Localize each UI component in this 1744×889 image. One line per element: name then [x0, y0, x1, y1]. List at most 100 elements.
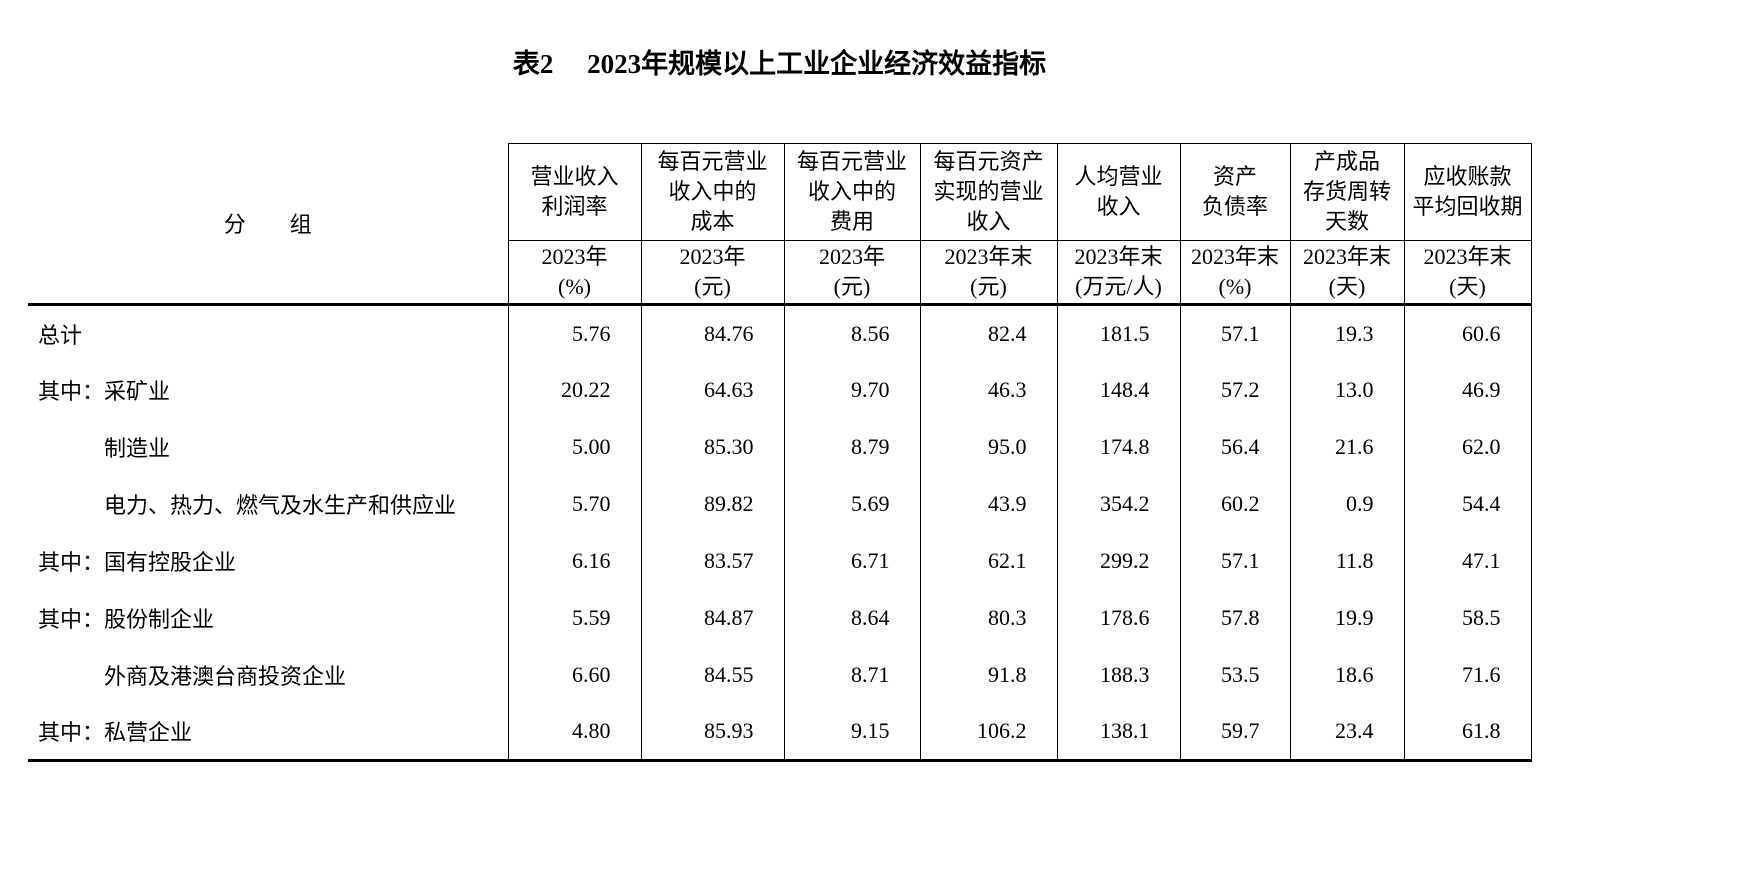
value-cell: 85.93 — [640, 703, 784, 762]
value-cell: 106.2 — [919, 703, 1057, 762]
value-cell: 8.71 — [783, 646, 920, 704]
value-cell: 43.9 — [919, 475, 1057, 533]
indicators-table: 分 组 营业收入 利润率 每百元营业 收入中的 成本 每百元营业 收入中的 费用… — [28, 143, 1532, 762]
value-cell: 62.1 — [919, 532, 1057, 590]
column-unit: (万元/人) — [1075, 274, 1162, 299]
column-header: 每百元营业 收入中的 费用 — [783, 143, 920, 241]
column-header: 应收账款 平均回收期 — [1403, 143, 1532, 241]
value-cell: 19.9 — [1289, 589, 1404, 647]
row-label: 电力、热力、燃气及水生产和供应业 — [104, 493, 457, 518]
value-cell: 5.76 — [507, 304, 641, 362]
row-label: 其中：采矿业 — [38, 379, 171, 404]
value-cell: 5.59 — [507, 589, 641, 647]
value-cell: 19.3 — [1289, 304, 1404, 362]
value-cell: 60.6 — [1403, 304, 1532, 362]
value-cell: 299.2 — [1056, 532, 1180, 590]
value-cell: 4.80 — [507, 703, 641, 762]
value-cell: 13.0 — [1289, 361, 1404, 419]
value-cell: 8.64 — [783, 589, 920, 647]
header-row-periods: 2023年 (%) 2023年 (元) 2023年 (元) 2023年末 (元) 202… — [28, 240, 1532, 306]
column-header: 每百元资产 实现的营业 收入 — [919, 143, 1057, 241]
value-cell: 57.2 — [1179, 361, 1290, 419]
value-cell: 6.71 — [783, 532, 920, 590]
table-row: 电力、热力、燃气及水生产和供应业 5.70 89.82 5.69 43.9 35… — [28, 475, 1532, 533]
value-cell: 56.4 — [1179, 418, 1290, 476]
value-cell: 46.9 — [1403, 361, 1532, 419]
value-cell: 58.5 — [1403, 589, 1532, 647]
column-header: 资产 负债率 — [1179, 143, 1290, 241]
value-cell: 83.57 — [640, 532, 784, 590]
value-cell: 54.4 — [1403, 475, 1532, 533]
row-label: 制造业 — [104, 436, 171, 461]
column-period-unit: 2023年 (元) — [783, 240, 920, 306]
value-cell: 46.3 — [919, 361, 1057, 419]
value-cell: 5.69 — [783, 475, 920, 533]
column-period-unit: 2023年末 (天) — [1289, 240, 1404, 306]
column-period-unit: 2023年 (元) — [640, 240, 784, 306]
column-period-unit: 2023年 (%) — [507, 240, 641, 306]
value-cell: 18.6 — [1289, 646, 1404, 704]
value-cell: 6.60 — [507, 646, 641, 704]
value-cell: 71.6 — [1403, 646, 1532, 704]
page-title: 表2 2023年规模以上工业企业经济效益指标 — [512, 49, 1047, 79]
value-cell: 11.8 — [1289, 532, 1404, 590]
row-label: 总计 — [38, 322, 83, 348]
column-period: 2023年末 — [1074, 244, 1163, 269]
column-period-unit: 2023年末 (天) — [1403, 240, 1532, 306]
value-cell: 181.5 — [1056, 304, 1180, 362]
column-period: 2023年 — [679, 244, 746, 269]
column-period: 2023年末 — [1423, 244, 1512, 269]
table-row: 总计 5.76 84.76 8.56 82.4 181.5 57.1 19.3 … — [28, 304, 1532, 362]
value-cell: 9.15 — [783, 703, 920, 762]
row-label: 外商及港澳台商投资企业 — [104, 664, 347, 689]
value-cell: 91.8 — [919, 646, 1057, 704]
value-cell: 85.30 — [640, 418, 784, 476]
value-cell: 5.00 — [507, 418, 641, 476]
column-period-unit: 2023年末 (元) — [919, 240, 1057, 306]
row-label: 其中：国有控股企业 — [38, 550, 237, 575]
column-unit: (天) — [1328, 274, 1366, 299]
column-unit: (元) — [694, 274, 731, 299]
value-cell: 8.56 — [783, 304, 920, 362]
column-period-unit: 2023年末 (%) — [1179, 240, 1290, 306]
value-cell: 57.8 — [1179, 589, 1290, 647]
value-cell: 5.70 — [507, 475, 641, 533]
header-row-names: 分 组 营业收入 利润率 每百元营业 收入中的 成本 每百元营业 收入中的 费用… — [28, 143, 1532, 306]
value-cell: 21.6 — [1289, 418, 1404, 476]
value-cell: 148.4 — [1056, 361, 1180, 419]
row-label: 其中：股份制企业 — [38, 607, 215, 632]
table-row: 其中：私营企业 4.80 85.93 9.15 106.2 138.1 59.7… — [28, 703, 1532, 762]
group-header-cell: 分 组 — [28, 143, 508, 306]
value-cell: 354.2 — [1056, 475, 1180, 533]
column-header: 产成品 存货周转 天数 — [1289, 143, 1404, 241]
table-row: 其中：股份制企业 5.59 84.87 8.64 80.3 178.6 57.8… — [28, 589, 1532, 647]
value-cell: 84.87 — [640, 589, 784, 647]
value-cell: 95.0 — [919, 418, 1057, 476]
value-cell: 57.1 — [1179, 304, 1290, 362]
value-cell: 62.0 — [1403, 418, 1532, 476]
column-header: 每百元营业 收入中的 成本 — [640, 143, 784, 241]
value-cell: 64.63 — [640, 361, 784, 419]
value-cell: 82.4 — [919, 304, 1057, 362]
column-period: 2023年末 — [1190, 244, 1279, 269]
value-cell: 57.1 — [1179, 532, 1290, 590]
column-unit: (元) — [833, 274, 871, 299]
value-cell: 174.8 — [1056, 418, 1180, 476]
column-header: 营业收入 利润率 — [507, 143, 641, 241]
column-unit: (%) — [558, 274, 591, 299]
value-cell: 9.70 — [783, 361, 920, 419]
value-cell: 80.3 — [919, 589, 1057, 647]
value-cell: 0.9 — [1289, 475, 1404, 533]
value-cell: 60.2 — [1179, 475, 1290, 533]
value-cell: 59.7 — [1179, 703, 1290, 762]
column-unit: (%) — [1218, 274, 1252, 299]
value-cell: 188.3 — [1056, 646, 1180, 704]
column-period: 2023年 — [541, 244, 608, 269]
column-unit: (天) — [1449, 274, 1486, 299]
column-unit: (元) — [970, 274, 1007, 299]
value-cell: 6.16 — [507, 532, 641, 590]
value-cell: 53.5 — [1179, 646, 1290, 704]
row-label: 其中：私营企业 — [28, 703, 508, 762]
value-cell: 178.6 — [1056, 589, 1180, 647]
